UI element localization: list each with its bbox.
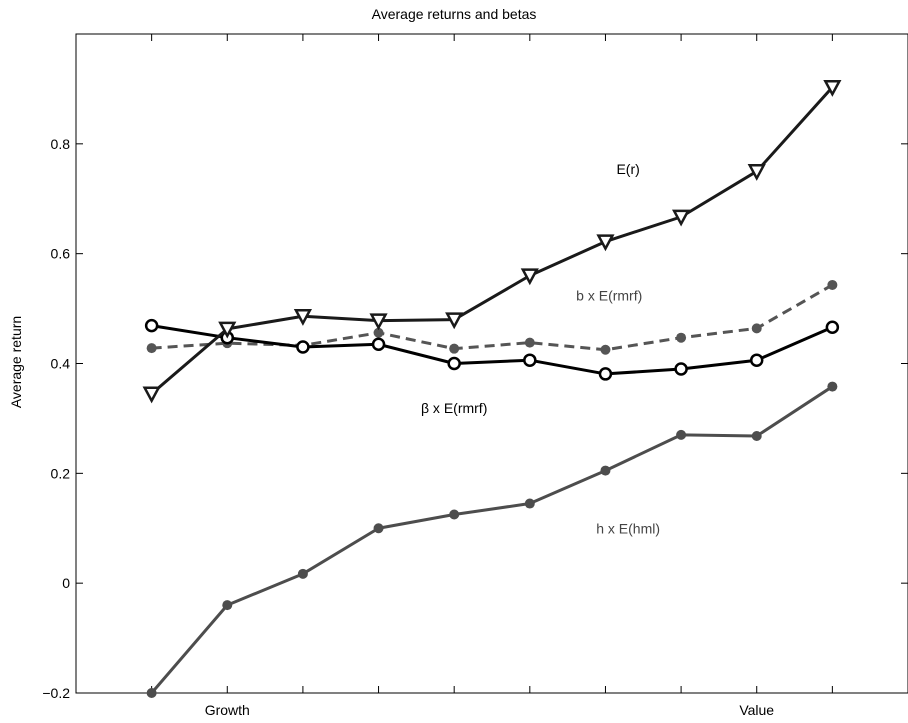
series-b-point-6	[524, 337, 535, 348]
series-b-point-10	[827, 279, 838, 290]
series-beta-point-7	[598, 367, 613, 381]
series-er-point-7	[596, 234, 615, 252]
chart-title: Average returns and betas	[372, 6, 537, 22]
series-b-point-1	[146, 343, 157, 354]
series-h-point-8	[676, 429, 687, 440]
x-tick-label-growth: Growth	[205, 702, 250, 718]
series-er-point-3	[293, 309, 313, 326]
series-labels: E(r) b x E(rmrf) β x E(rmrf) h x E(hml)	[421, 161, 660, 537]
series-er	[142, 80, 842, 404]
series-b-point-7	[600, 344, 611, 355]
y-axis-label: Average return	[8, 316, 24, 408]
y-tick-label-1: −0.2	[42, 685, 70, 701]
series-er-point-5	[445, 312, 464, 330]
series-label-b: b x E(rmrf)	[576, 287, 642, 303]
series-h-point-9	[751, 430, 762, 441]
series-beta-point-3	[296, 340, 310, 354]
series-beta-point-10	[825, 320, 840, 335]
series-h-line	[150, 385, 834, 694]
series-beta-point-6	[523, 353, 537, 367]
series-h-point-1	[146, 688, 157, 698]
series-label-er: E(r)	[616, 161, 639, 177]
series-h-point-6	[524, 498, 535, 509]
series-er-point-10	[823, 80, 842, 97]
series-layer	[142, 80, 842, 698]
series-h-point-3	[297, 568, 308, 579]
series-b-point-9	[751, 323, 762, 334]
series-h-point-10	[827, 381, 838, 392]
series-er-point-4	[369, 313, 388, 331]
series-b	[146, 279, 838, 355]
series-h-point-7	[600, 465, 611, 476]
series-h-point-5	[449, 509, 460, 520]
series-beta-point-4	[371, 337, 386, 352]
series-beta-point-8	[674, 362, 688, 376]
series-beta-point-5	[447, 356, 461, 371]
series-er-point-9	[747, 164, 766, 181]
series-er-point-8	[671, 209, 691, 227]
series-beta-point-1	[144, 318, 159, 333]
series-b-point-8	[676, 332, 687, 343]
x-tick-label-value: Value	[739, 702, 774, 718]
series-label-h: h x E(hml)	[596, 521, 660, 537]
series-h-point-4	[373, 523, 384, 534]
series-er-point-6	[520, 268, 539, 286]
y-tick-label-5: 0.6	[51, 246, 71, 262]
series-er-point-2	[218, 321, 237, 339]
series-h-point-2	[222, 600, 233, 611]
series-label-beta: β x E(rmrf)	[421, 400, 487, 416]
series-er-point-1	[142, 386, 161, 404]
y-tick-label-3: 0.2	[51, 465, 71, 481]
series-b-point-4	[373, 327, 384, 338]
y-tick-label-2: 0	[62, 575, 70, 591]
series-er-line	[150, 86, 834, 395]
y-tick-label-4: 0.4	[51, 356, 71, 372]
series-b-line	[151, 283, 834, 352]
axes: Growth Value −0.2 0 0.2 0.4 0.6 0.8	[42, 34, 908, 718]
y-tick-label-6: 0.8	[51, 136, 71, 152]
series-b-point-5	[449, 343, 460, 354]
series-beta-point-9	[749, 353, 764, 367]
plot-area-frame	[75, 33, 908, 694]
series-beta-line	[151, 324, 833, 376]
series-h	[146, 381, 838, 698]
series-beta	[144, 318, 840, 381]
